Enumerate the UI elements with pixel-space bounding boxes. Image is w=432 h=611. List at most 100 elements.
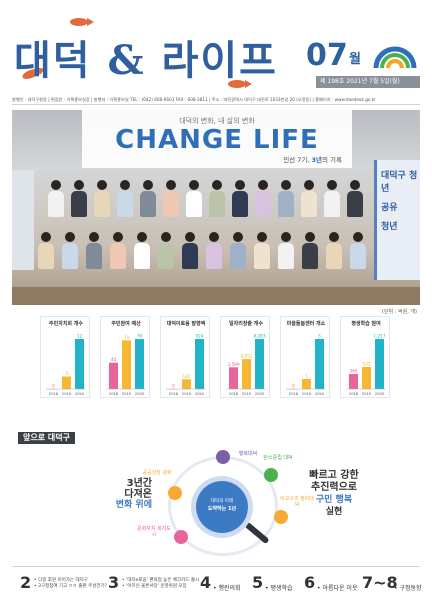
person-figure bbox=[230, 232, 246, 269]
unit-note: (단위 : 억원, 개) bbox=[382, 309, 417, 315]
chart-svg: 0 2018 3 2019 12 2020 bbox=[46, 334, 86, 396]
index-number: 4 bbox=[200, 573, 212, 592]
bar bbox=[349, 373, 358, 389]
caption-suffix: 의 기록 bbox=[321, 156, 342, 164]
tick-label: 2018 bbox=[349, 392, 359, 396]
index-item[interactable]: 6 • 아름다운 이웃 bbox=[304, 573, 362, 597]
person-figure bbox=[134, 232, 150, 269]
data-label: 0 bbox=[292, 384, 295, 389]
headline-line: 실현 bbox=[325, 507, 343, 517]
index-item[interactable]: 7~8 • 구정동향 bbox=[362, 573, 422, 597]
index-text: • '대덕e로움' 편의점 높은 체크카드 출시 • '어르신 울론서당' 운영… bbox=[122, 578, 199, 590]
bar bbox=[182, 379, 191, 389]
headline-line: 구민 행복 bbox=[315, 495, 353, 505]
index-line: • 평생학습 bbox=[265, 585, 293, 592]
bar bbox=[75, 339, 84, 389]
tick-label: 2019 bbox=[242, 392, 252, 396]
node-icon bbox=[216, 450, 230, 464]
masthead: 대덕 & 라이프 07 월 제 198호 2021년 7월 5일(월) bbox=[0, 0, 432, 92]
stage-floor bbox=[12, 287, 420, 305]
district-logo-icon bbox=[373, 46, 417, 69]
tick-label: 2019 bbox=[302, 392, 312, 396]
poster-text: 청년 bbox=[381, 222, 398, 232]
bar bbox=[375, 339, 384, 389]
node-label: 문화자치 복지도시 bbox=[137, 526, 171, 538]
index-line: • 행린의회 bbox=[213, 585, 241, 592]
chart-title: 평생학습 참여 bbox=[351, 321, 381, 327]
data-label: 0 bbox=[52, 384, 55, 389]
data-label: 3,599 bbox=[228, 362, 240, 367]
tick-label: 2018 bbox=[49, 392, 59, 396]
index-item[interactable]: 2 • 다중 후원 이어가는 대덕구 • 3구정참여 기고 ㅇㅇ 출판 주성전기… bbox=[20, 573, 108, 597]
chart-card: 평생학습 참여 366 2018 535 2019 1,217 2020 bbox=[340, 316, 390, 398]
bar bbox=[195, 339, 204, 389]
person-figure bbox=[347, 180, 363, 217]
bar bbox=[122, 340, 131, 389]
issue-info-bar: 제 198호 2021년 7월 5일(월) bbox=[316, 76, 420, 88]
tick-label: 2020 bbox=[75, 392, 85, 396]
index-item[interactable]: 3 • '대덕e로움' 편의점 높은 체크카드 출시 • '어르신 울론서당' … bbox=[108, 573, 200, 597]
headline-line: 변화 위에 bbox=[115, 500, 152, 510]
tick-label: 2019 bbox=[182, 392, 192, 396]
chart-svg: 40 2018 74 2019 76 2020 bbox=[106, 334, 146, 396]
person-figure bbox=[186, 180, 202, 217]
index-line: • 3구정참여 기고 ㅇㅇ 출판 주성전기? bbox=[34, 584, 108, 589]
index-number: 2 bbox=[20, 573, 32, 592]
data-label: 1 bbox=[305, 374, 308, 379]
chart-title: 일자리창출 개수 bbox=[229, 321, 263, 327]
tick-label: 2020 bbox=[195, 392, 205, 396]
chart-title: 주민참여 예산 bbox=[111, 321, 141, 327]
node-icon bbox=[174, 530, 188, 544]
bar bbox=[315, 339, 324, 389]
data-label: 76 bbox=[137, 334, 143, 339]
tick-label: 2018 bbox=[289, 392, 299, 396]
tick-label: 2020 bbox=[135, 392, 145, 396]
magnifier-icon bbox=[196, 481, 248, 533]
person-figure bbox=[94, 180, 110, 217]
node-label: 탄소중립 대덕 bbox=[263, 455, 293, 461]
chart-title: 대덕이로움 발행액 bbox=[166, 321, 206, 327]
index-number: 5 bbox=[252, 573, 264, 592]
person-figure bbox=[302, 232, 318, 269]
index-item[interactable]: 4 • 행린의회 bbox=[200, 573, 250, 597]
headline-line: 3년간 bbox=[126, 478, 152, 489]
data-label: 366 bbox=[350, 368, 358, 373]
data-label: 8,283 bbox=[254, 334, 266, 339]
node-label: 비교구조 정비대덕 bbox=[280, 496, 314, 508]
person-figure bbox=[117, 180, 133, 217]
person-figure bbox=[38, 232, 54, 269]
data-label: 924 bbox=[196, 334, 204, 339]
tick-label: 2018 bbox=[109, 392, 119, 396]
bar bbox=[302, 379, 311, 389]
person-figure bbox=[48, 180, 64, 217]
headline-line: 다져온 bbox=[124, 489, 152, 500]
person-figure bbox=[206, 232, 222, 269]
cover-photo: 대덕구 청년 공유 청년 대덕의 변화, 내 삶의 변화 CHANGE LIFE… bbox=[12, 110, 420, 305]
section-tag: 앞으로 대덕구 bbox=[18, 432, 75, 444]
tick-label: 2018 bbox=[229, 392, 239, 396]
chart-card: 주민참여 예산 40 2018 74 2019 76 2020 bbox=[100, 316, 150, 398]
person-figure bbox=[182, 232, 198, 269]
chart-svg: 3,599 2018 4,952 2019 8,283 2020 bbox=[226, 334, 266, 396]
left-poster bbox=[12, 170, 34, 270]
chart-card: 마을돌봄센터 개소 0 2018 1 2019 5 2020 bbox=[280, 316, 330, 398]
person-figure bbox=[62, 232, 78, 269]
bar bbox=[135, 339, 144, 389]
tick-label: 2018 bbox=[169, 392, 179, 396]
publisher-info: 발행인 : 대덕구청장 | 편집인 : 기획홍보실장 | 발행처 : 기획홍보실… bbox=[12, 95, 420, 105]
person-figure bbox=[71, 180, 87, 217]
person-figure bbox=[301, 180, 317, 217]
person-figure bbox=[158, 232, 174, 269]
right-poster: 대덕구 청년 공유 청년 bbox=[374, 160, 420, 280]
person-figure bbox=[278, 180, 294, 217]
data-label: 3 bbox=[65, 371, 68, 376]
person-figure bbox=[232, 180, 248, 217]
tick-label: 2020 bbox=[375, 392, 385, 396]
poster-text: 대덕구 청년 bbox=[381, 171, 418, 194]
index-item[interactable]: 5 • 평생학습 bbox=[252, 573, 302, 597]
data-label: 74 bbox=[124, 335, 130, 340]
index-line: • 다중 후원 이어가는 대덕구 bbox=[34, 578, 88, 583]
data-label: 535 bbox=[363, 362, 371, 367]
index-text: • 다중 후원 이어가는 대덕구 • 3구정참여 기고 ㅇㅇ 출판 주성전기? bbox=[34, 578, 107, 590]
data-label: 5 bbox=[318, 334, 321, 339]
